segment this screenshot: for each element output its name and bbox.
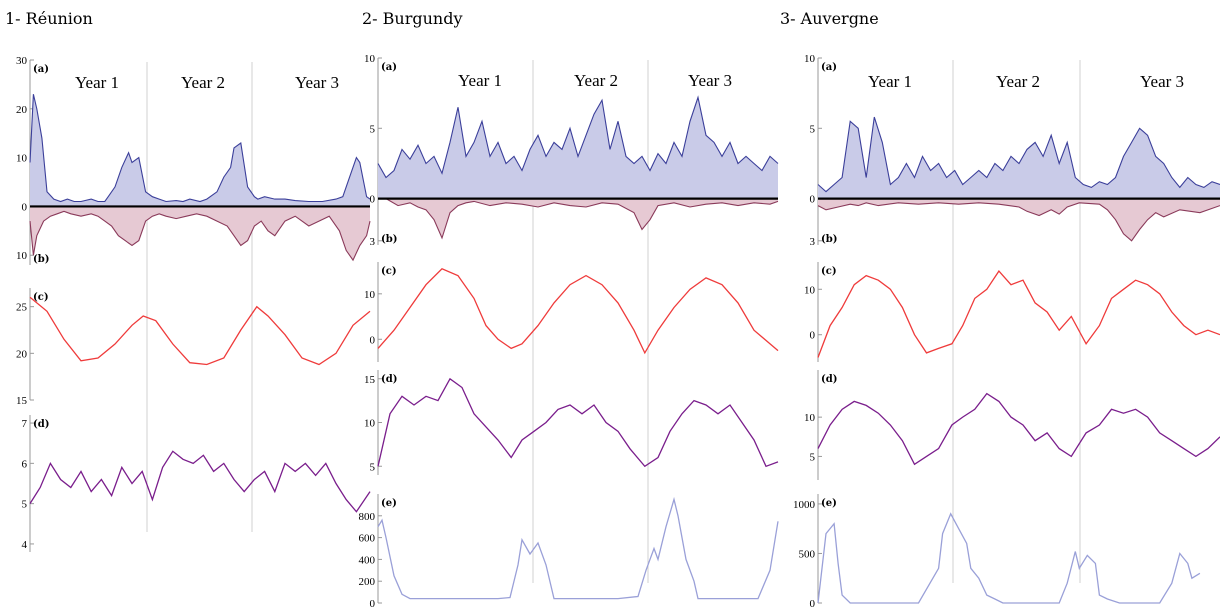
tick-label: 0 xyxy=(810,330,816,342)
year-label: Year 1 xyxy=(458,71,502,90)
panel-e: 1000 500 0 (e) xyxy=(793,494,1201,610)
flow-line xyxy=(377,95,779,179)
tick-label: 5 xyxy=(370,123,376,135)
panel-label: (e) xyxy=(381,498,397,509)
tick-label: 0 xyxy=(370,194,376,206)
temperature-line xyxy=(817,270,1220,358)
year-label: Year 1 xyxy=(868,72,912,91)
site-title: 3- Auvergne xyxy=(780,9,879,28)
flow-area xyxy=(378,97,778,199)
flow-area xyxy=(30,94,370,207)
tick-label: 0 xyxy=(370,334,376,346)
tick-label: 6 xyxy=(22,458,28,470)
year-label: Year 2 xyxy=(181,73,225,92)
tick-label: 30 xyxy=(16,55,28,67)
year-label: Year 1 xyxy=(75,73,119,92)
tick-label: 0 xyxy=(370,598,376,610)
tick-label: 200 xyxy=(359,576,376,588)
tick-label: 7 xyxy=(22,418,28,430)
panel-c: 10 0 (c) xyxy=(804,262,1220,362)
year-label: Year 3 xyxy=(295,73,339,92)
panel-label: (e) xyxy=(821,498,837,509)
tick-label: 500 xyxy=(799,548,816,560)
tick-label: 5 xyxy=(370,461,376,473)
tick-label: 25 xyxy=(16,302,28,314)
tick-label: 5 xyxy=(22,499,28,511)
panel-label: (b) xyxy=(821,234,837,245)
loss-line xyxy=(29,210,371,262)
moisture-line xyxy=(377,377,779,468)
tick-label: 10 xyxy=(804,284,816,296)
tick-label: 3 xyxy=(370,236,376,248)
moisture-line xyxy=(817,392,1220,466)
tick-label: 20 xyxy=(16,348,28,360)
year-label: Year 3 xyxy=(1140,72,1184,91)
panel-e: 800 600 400 200 0 (e) xyxy=(359,494,779,610)
temperature-line xyxy=(29,296,371,366)
loss-line xyxy=(378,198,779,240)
moisture-line xyxy=(29,450,371,513)
panel-d: 10 5 (d) xyxy=(804,370,1220,480)
tick-label: 5 xyxy=(810,123,816,135)
tick-label: 15 xyxy=(16,395,28,407)
loss-area xyxy=(818,198,1220,241)
tick-label: 4 xyxy=(22,539,28,551)
tick-label: 10 xyxy=(364,53,376,65)
tick-label: 10 xyxy=(16,250,28,262)
panel-label: (d) xyxy=(33,419,49,430)
panel-label: (a) xyxy=(33,64,49,75)
panel-label: (a) xyxy=(821,62,837,73)
panel-ab: 10 5 0 3 (a) (b) xyxy=(804,53,1220,248)
year-label: Year 3 xyxy=(688,71,732,90)
tick-label: 5 xyxy=(810,451,816,463)
loss-area xyxy=(30,206,370,261)
panel-c: 10 0 (c) xyxy=(364,262,779,362)
year-label: Year 2 xyxy=(996,72,1040,91)
snow-line xyxy=(817,512,1201,604)
panel-d: 7 6 5 4 (d) xyxy=(22,415,371,552)
panel-ab: 10 5 0 3 (a) (b) xyxy=(364,53,779,248)
panel-label: (c) xyxy=(33,292,49,303)
site-chart-3: 3- Auvergne Year 1 Year 2 Year 3 10 5 0 3 (a) (b)… xyxy=(780,9,1220,610)
tick-label: 10 xyxy=(364,418,376,430)
loss-area xyxy=(378,198,778,238)
tick-label: 1000 xyxy=(793,499,816,511)
panel-label: (c) xyxy=(381,266,397,277)
loss-line xyxy=(817,202,1220,242)
tick-label: 10 xyxy=(804,412,816,424)
flow-line xyxy=(29,94,371,203)
flow-line xyxy=(817,116,1220,193)
tick-label: 10 xyxy=(16,153,28,165)
panel-label: (c) xyxy=(821,266,837,277)
tick-label: 3 xyxy=(810,236,816,248)
site-chart-1: 1- Réunion Year 1 Year 2 Year 3 30 20 10 0 10 (a)… xyxy=(5,9,371,552)
tick-label: 10 xyxy=(804,53,816,65)
year-label: Year 2 xyxy=(574,71,618,90)
tick-label: 0 xyxy=(22,201,28,213)
tick-label: 0 xyxy=(810,598,816,610)
tick-label: 400 xyxy=(359,554,376,566)
tick-label: 20 xyxy=(16,104,28,116)
tick-label: 600 xyxy=(359,533,376,545)
temperature-line xyxy=(377,268,779,355)
panel-d: 15 10 5 (d) xyxy=(364,370,779,475)
panel-label: (d) xyxy=(821,374,837,385)
panel-c: 25 20 15 (c) xyxy=(16,288,371,407)
site-chart-2: 2- Burgundy Year 1 Year 2 Year 3 10 5 0 3 (a) (b)… xyxy=(359,9,779,610)
snow-line xyxy=(377,496,779,600)
tick-label: 15 xyxy=(364,374,376,386)
panel-label: (d) xyxy=(381,374,397,385)
site-title: 2- Burgundy xyxy=(362,9,463,28)
tick-label: 10 xyxy=(364,289,376,301)
panel-ab: 30 20 10 0 10 (a) (b) xyxy=(16,55,371,265)
panel-label: (a) xyxy=(381,62,397,73)
tick-label: 0 xyxy=(810,194,816,206)
site-title: 1- Réunion xyxy=(5,9,93,28)
flow-area xyxy=(818,117,1220,199)
panel-label: (b) xyxy=(381,234,397,245)
panel-label: (b) xyxy=(33,254,49,265)
tick-label: 800 xyxy=(359,511,376,523)
